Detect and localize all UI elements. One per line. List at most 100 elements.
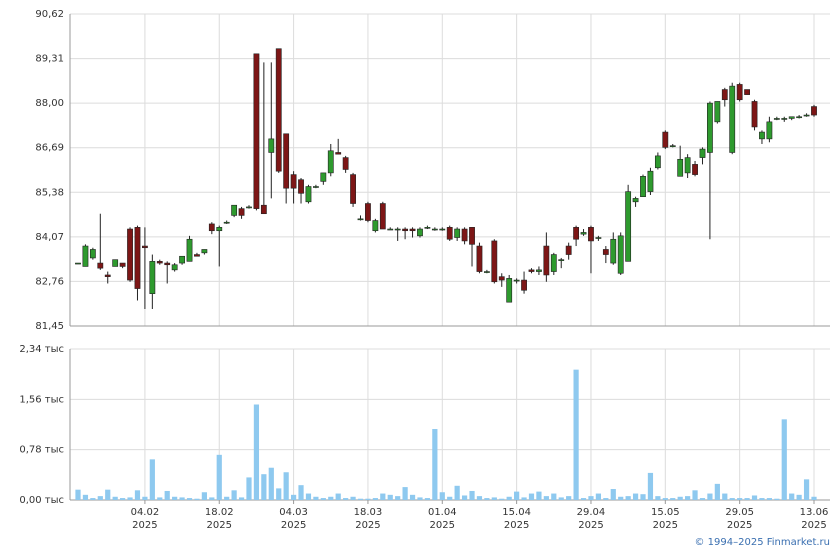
candle-body: [699, 148, 706, 158]
candle-body: [707, 102, 713, 153]
volume-bar: [781, 419, 787, 500]
volume-bar: [662, 498, 668, 500]
volume-bar: [514, 491, 520, 500]
volume-bar: [194, 498, 200, 500]
candle-body: [483, 271, 490, 273]
volume-bar: [238, 497, 245, 500]
candle-body: [543, 245, 550, 276]
candle-body: [164, 262, 171, 266]
volume-bar: [253, 404, 260, 500]
volume-bar: [454, 485, 460, 500]
candle-body: [290, 174, 297, 189]
candle-body: [513, 279, 520, 282]
x-tick-label: 15.05 2025: [651, 507, 680, 531]
candle-body: [75, 262, 81, 265]
x-tick-label-line: 29.04: [577, 507, 606, 518]
volume-bar: [290, 494, 297, 500]
volume-bar: [469, 490, 475, 500]
volume-bar: [105, 489, 111, 500]
x-tick-label: 29.04 2025: [577, 507, 606, 531]
candle-body: [469, 227, 475, 245]
volume-bar: [328, 496, 334, 500]
volume-bar: [796, 494, 802, 500]
volume-bar: [417, 497, 423, 500]
volume-bar: [677, 496, 683, 500]
candle-body: [461, 228, 468, 242]
volume-bar: [75, 489, 81, 500]
volume-bar: [803, 479, 810, 500]
volume-bar: [261, 474, 267, 500]
source-link[interactable]: © 1994–2025 Finmarket.ru: [694, 537, 830, 548]
volume-bar: [298, 485, 304, 500]
candle-body: [580, 232, 587, 235]
y-tick-label: 0,78 тыс: [19, 445, 64, 456]
candle-body: [201, 249, 208, 254]
candle-body: [729, 85, 736, 153]
volume-bar: [699, 498, 706, 500]
candle-body: [565, 245, 572, 255]
x-tick-label: 29.05 2025: [725, 507, 754, 531]
candle-body: [112, 259, 119, 267]
volume-bar: [521, 497, 527, 500]
volume-bar: [759, 498, 765, 500]
volume-bar: [120, 498, 126, 500]
x-tick-label-line: 15.05: [651, 507, 680, 518]
x-tick-label-line: 2025: [727, 520, 752, 531]
candle-body: [692, 164, 698, 175]
candle-body: [759, 131, 765, 140]
candle-body: [751, 101, 758, 128]
y-tick-label: 85,38: [35, 187, 64, 198]
volume-bar: [714, 483, 720, 500]
candle-body: [387, 228, 394, 231]
candle-body: [595, 237, 602, 239]
volume-bar: [343, 498, 349, 500]
volume-bar: [409, 494, 416, 500]
volume-bar: [499, 498, 505, 500]
candle-body: [736, 84, 743, 101]
volume-bar: [744, 498, 750, 500]
candle-body: [431, 228, 438, 231]
candle-body: [216, 227, 223, 232]
volume-bar: [82, 494, 89, 500]
candle-body: [424, 227, 431, 229]
candle-body: [677, 158, 684, 177]
x-tick-label: 04.02 2025: [131, 507, 160, 531]
x-tick-label-line: 2025: [504, 520, 529, 531]
volume-bar: [707, 493, 713, 500]
x-tick-label-line: 2025: [281, 520, 306, 531]
candle-body: [506, 278, 513, 303]
candle-body: [402, 228, 409, 232]
volume-bar: [432, 429, 438, 500]
candle-body: [127, 228, 133, 281]
volume-bar: [558, 497, 564, 500]
y-tick-label: 88,00: [35, 98, 64, 109]
volume-bar: [618, 496, 624, 500]
candle-body: [476, 245, 483, 272]
x-tick-label-line: 29.05: [725, 507, 754, 518]
volume-bar: [149, 459, 155, 500]
x-tick-label-line: 18.03: [354, 507, 383, 518]
volume-bar: [97, 496, 103, 500]
volume-bar: [365, 498, 371, 500]
x-tick-label: 18.02 2025: [205, 507, 234, 531]
candle-body: [744, 89, 750, 95]
candle-body: [417, 228, 423, 237]
candle-body: [379, 203, 386, 230]
candle-body: [335, 152, 342, 155]
candle-body: [446, 227, 453, 240]
candle-body: [669, 145, 676, 147]
candle-body: [773, 118, 780, 120]
volume-bar: [134, 490, 141, 500]
x-tick-label-line: 18.02: [205, 507, 234, 518]
candle-body: [298, 179, 304, 194]
volume-bar: [722, 493, 728, 500]
x-tick-label-line: 04.02: [131, 507, 160, 518]
volume-bar: [655, 496, 661, 500]
candle-body: [491, 240, 498, 283]
y-tick-label: 90,62: [35, 9, 64, 20]
candle-body: [803, 114, 810, 117]
volume-bar: [580, 498, 587, 500]
candle-body: [558, 259, 565, 261]
volume-bar: [112, 496, 118, 500]
candle-body: [268, 138, 275, 153]
